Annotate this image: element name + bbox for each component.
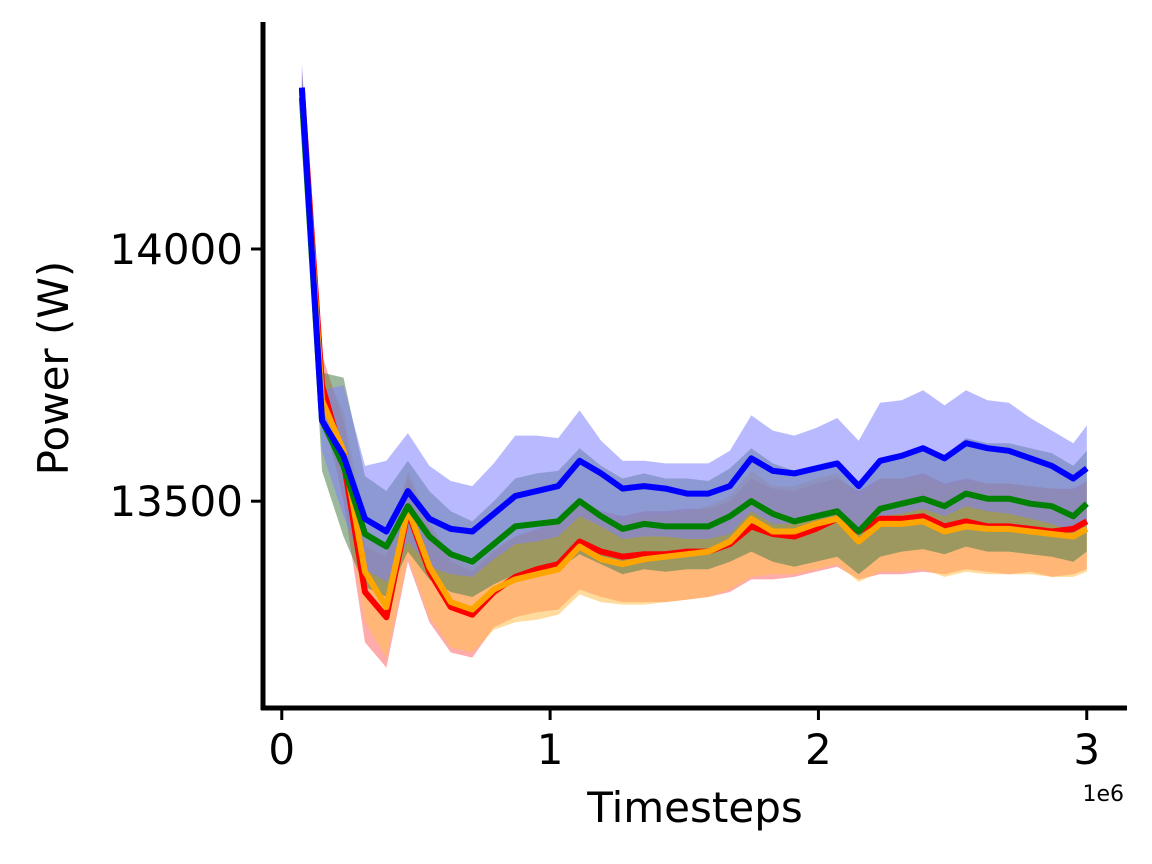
confidence-bands [301,62,1087,668]
y-tick-label: 14000 [109,225,243,274]
x-ticks: 0 1 2 3 [268,708,1100,774]
x-offset-label: 1e6 [1082,782,1124,807]
series-3-line [298,87,1089,535]
series-3-band [301,62,1087,582]
x-tick-label: 2 [805,725,832,774]
x-tick-label: 3 [1073,725,1100,774]
x-axis-label: Timesteps [586,783,803,832]
x-tick-label: 0 [268,725,295,774]
series-1-line [298,97,1089,613]
y-tick-label: 13500 [109,477,243,526]
y-axis-label: Power (W) [29,261,78,476]
y-ticks: 13500 14000 [109,225,263,526]
series-2-line [298,97,1089,565]
series-lines [298,87,1089,621]
x-tick-label: 1 [537,725,564,774]
series-1-band [301,75,1087,658]
